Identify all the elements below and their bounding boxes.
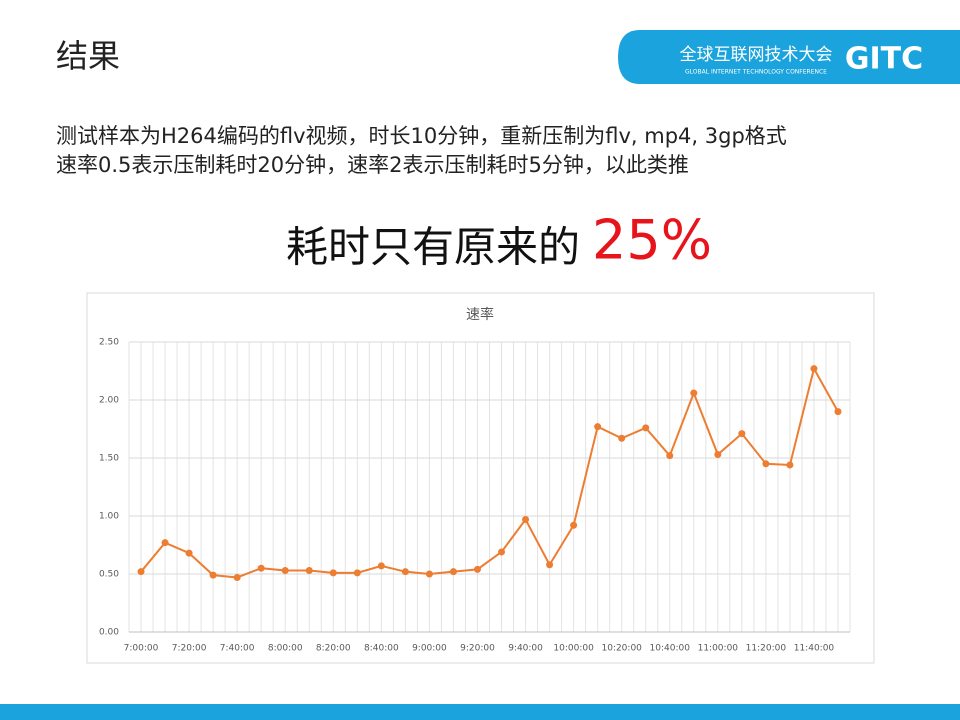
point [281, 567, 289, 575]
point [161, 539, 169, 547]
point [570, 521, 578, 529]
logo-mark: GITC [845, 42, 923, 77]
x-tick-label: 9:20:00 [460, 644, 495, 654]
point [233, 573, 241, 581]
point [594, 423, 602, 431]
x-tick-label: 9:40:00 [508, 644, 543, 654]
y-tick-label: 0.00 [99, 628, 119, 638]
x-tick-label: 11:40:00 [794, 644, 835, 654]
point [762, 460, 770, 468]
x-tick-label: 8:40:00 [364, 644, 399, 654]
point [714, 451, 722, 459]
x-tick-label: 9:00:00 [412, 644, 447, 654]
point [137, 568, 145, 576]
footer-bar [0, 704, 960, 720]
x-tick-label: 7:00:00 [124, 644, 159, 654]
x-tick-label: 10:40:00 [650, 644, 691, 654]
headline: 耗时只有原来的 [286, 223, 580, 272]
y-tick-label: 0.50 [99, 570, 119, 580]
point [690, 389, 698, 397]
chart-title: 速率 [466, 306, 494, 323]
point [834, 408, 842, 416]
point [618, 434, 626, 442]
point [209, 571, 217, 579]
point [425, 570, 433, 578]
logo-name: 全球互联网技术大会 [680, 45, 833, 65]
chart-frame [86, 292, 875, 664]
point [546, 561, 554, 569]
point [473, 565, 481, 573]
point [498, 548, 506, 556]
y-tick-label: 2.00 [99, 396, 119, 406]
headline-highlight: 25% [592, 209, 712, 272]
x-tick-label: 7:40:00 [220, 644, 255, 654]
description-line: 测试样本为H264编码的flv视频，时长10分钟，重新压制为flv, mp4, … [56, 124, 787, 148]
x-tick-label: 8:20:00 [316, 644, 351, 654]
point [810, 365, 818, 373]
point [738, 430, 746, 438]
x-tick-label: 11:20:00 [746, 644, 787, 654]
x-tick-label: 11:00:00 [698, 644, 739, 654]
x-tick-label: 10:00:00 [553, 644, 594, 654]
series-line [140, 365, 839, 579]
x-tick-label: 8:00:00 [268, 644, 303, 654]
y-tick-label: 1.00 [99, 512, 119, 522]
x-tick-label: 7:20:00 [172, 644, 207, 654]
point [522, 515, 530, 523]
point [642, 424, 650, 432]
x-tick-label: 10:20:00 [601, 644, 642, 654]
point [305, 567, 313, 575]
logo-subtitle: GLOBAL INTERNET TECHNOLOGY CONFERENCE [685, 69, 827, 76]
point [185, 549, 193, 557]
point [353, 569, 361, 577]
y-tick-label: 2.50 [99, 338, 119, 348]
point [449, 568, 457, 576]
point [377, 562, 385, 570]
point [786, 461, 794, 469]
plot: 0.00 0.50 1.00 1.50 2.00 2.50 7:00:00 7:20:00 7:… [99, 338, 851, 654]
slide-title: 结果 [56, 37, 120, 75]
description-line: 速率0.5表示压制耗时20分钟，速率2表示压制耗时5分钟，以此类推 [56, 153, 689, 177]
point [401, 568, 409, 576]
point [666, 452, 674, 460]
y-tick-label: 1.50 [99, 454, 119, 464]
logo-banner [618, 30, 960, 84]
point [257, 564, 265, 572]
point [329, 569, 337, 577]
